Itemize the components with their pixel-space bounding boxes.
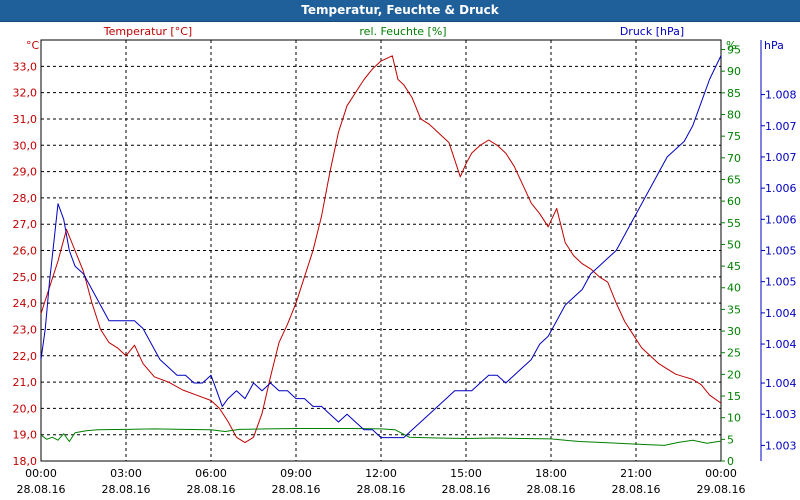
humidity-tick-label: 25	[727, 347, 741, 360]
humidity-tick-label: 15	[727, 390, 741, 403]
temperature-tick-label: 29,0	[13, 166, 38, 179]
x-tick-date: 28.08.16	[612, 483, 661, 496]
x-tick-time: 00:00	[25, 467, 57, 480]
humidity-tick-label: 75	[727, 130, 741, 143]
x-tick-date: 29.08.16	[697, 483, 746, 496]
humidity-tick-label: 65	[727, 173, 741, 186]
x-tick-date: 28.08.16	[272, 483, 321, 496]
humidity-tick-label: 55	[727, 217, 741, 230]
temperature-tick-label: 30,0	[13, 139, 38, 152]
humidity-tick-label: 35	[727, 303, 741, 316]
pressure-series-line	[40, 55, 722, 439]
humidity-series-line	[40, 428, 722, 446]
pressure-tick-label: 1.006	[765, 182, 797, 195]
pressure-tick-label: 1.003	[765, 439, 797, 452]
pressure-tick-label: 1.007	[765, 151, 797, 164]
temperature-tick-label: 24,0	[13, 297, 38, 310]
humidity-tick-label: 20	[727, 368, 741, 381]
temperature-tick-label: 33,0	[13, 60, 38, 73]
humidity-tick-label: 30	[727, 325, 741, 338]
temperature-tick-label: 19,0	[13, 429, 38, 442]
humidity-tick-label: 0	[727, 455, 734, 468]
pressure-tick-label: 1.008	[765, 89, 797, 102]
temperature-tick-label: 20,0	[13, 402, 38, 415]
humidity-tick-label: 45	[727, 260, 741, 273]
x-tick-time: 21:00	[620, 467, 652, 480]
temperature-axis-label: Temperatur [°C]	[103, 25, 192, 38]
humidity-tick-label: 60	[727, 195, 741, 208]
x-tick-time: 18:00	[535, 467, 567, 480]
x-tick-date: 28.08.16	[527, 483, 576, 496]
humidity-tick-label: 10	[727, 412, 741, 425]
x-tick-date: 28.08.16	[357, 483, 406, 496]
temperature-tick-label: 32,0	[13, 87, 38, 100]
humidity-tick-label: 85	[727, 87, 741, 100]
pressure-tick-label: 1.006	[765, 213, 797, 226]
humidity-tick-label: 95	[727, 44, 741, 57]
x-tick-time: 15:00	[450, 467, 482, 480]
grid	[40, 39, 722, 462]
x-tick-date: 28.08.16	[17, 483, 66, 496]
pressure-tick-label: 1.003	[765, 408, 797, 421]
temperature-tick-label: 23,0	[13, 323, 38, 336]
axes: 18,0 19,0 20,0 21,0 22,0 23,0 24,0 25,0 26,0 27,0…	[13, 40, 797, 496]
x-tick-time: 03:00	[110, 467, 142, 480]
x-tick-time: 00:00	[705, 467, 737, 480]
x-tick-time: 09:00	[280, 467, 312, 480]
pressure-axis-label: Druck [hPa]	[620, 25, 684, 38]
pressure-tick-label: 1.005	[765, 276, 797, 289]
x-tick-date: 28.08.16	[102, 483, 151, 496]
temperature-tick-label: 27,0	[13, 218, 38, 231]
temperature-tick-label: 31,0	[13, 113, 38, 126]
x-tick-date: 28.08.16	[442, 483, 491, 496]
humidity-tick-label: 40	[727, 282, 741, 295]
x-tick-date: 28.08.16	[187, 483, 236, 496]
humidity-tick-label: 80	[727, 108, 741, 121]
temperature-tick-label: 28,0	[13, 192, 38, 205]
humidity-tick-label: 5	[727, 433, 734, 446]
humidity-tick-label: 50	[727, 238, 741, 251]
pressure-tick-label: 1.004	[765, 338, 797, 351]
x-tick-time: 12:00	[365, 467, 397, 480]
chart-title: Temperatur, Feuchte & Druck	[0, 0, 800, 22]
humidity-axis-label: rel. Feuchte [%]	[359, 25, 446, 38]
temperature-tick-label: 21,0	[13, 376, 38, 389]
pressure-tick-label: 1.004	[765, 307, 797, 320]
x-tick-time: 06:00	[195, 467, 227, 480]
pressure-unit: hPa	[764, 39, 784, 52]
temperature-tick-label: 22,0	[13, 350, 38, 363]
humidity-unit: %	[726, 39, 736, 52]
temperature-unit: °C	[26, 39, 40, 52]
humidity-tick-label: 90	[727, 65, 741, 78]
temperature-series-line	[40, 55, 722, 444]
pressure-tick-label: 1.007	[765, 120, 797, 133]
temperature-tick-label: 26,0	[13, 245, 38, 258]
pressure-tick-label: 1.004	[765, 377, 797, 390]
series-layer	[40, 55, 722, 446]
pressure-tick-label: 1.005	[765, 245, 797, 258]
temperature-tick-label: 25,0	[13, 271, 38, 284]
temperature-tick-label: 18,0	[13, 455, 38, 468]
humidity-tick-label: 70	[727, 152, 741, 165]
